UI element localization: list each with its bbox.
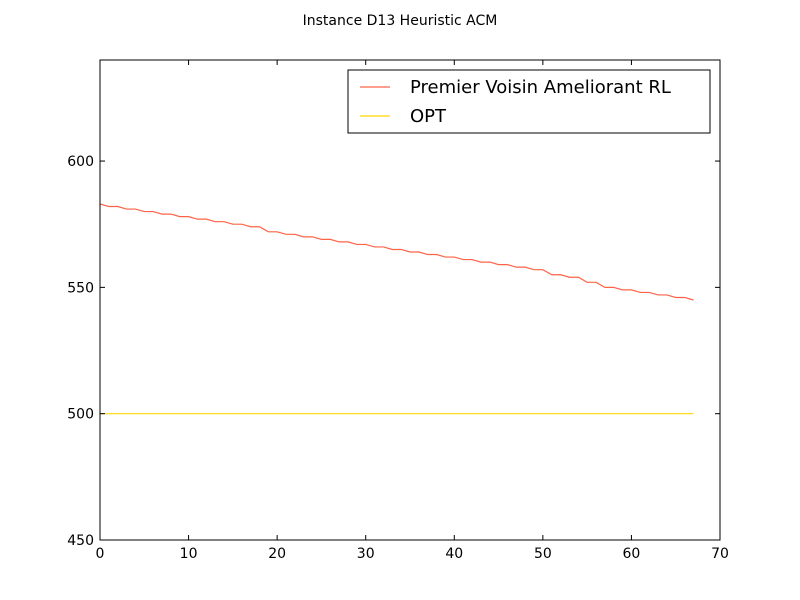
- plot-frame: [99, 59, 721, 541]
- x-tick-label: 0: [96, 546, 105, 562]
- tick-layer: 0 10 20 30 40 50 60 70 450 500 550 600: [67, 60, 729, 562]
- x-tick-label: 50: [534, 546, 552, 562]
- series-line-premier-voisin-ameliorant-rl: [99, 203, 694, 301]
- x-tick-label: 20: [268, 546, 286, 562]
- x-tick-label: 10: [180, 546, 198, 562]
- y-tick-label: 450: [67, 533, 94, 549]
- x-tick-label: 40: [445, 546, 463, 562]
- legend: Premier Voisin Ameliorant RL OPT: [347, 69, 711, 134]
- x-tick-label: 60: [623, 546, 641, 562]
- chart-title: Instance D13 Heuristic ACM: [303, 13, 498, 29]
- x-tick-label: 30: [357, 546, 375, 562]
- series-layer: [99, 203, 694, 415]
- legend-label-premier-voisin: Premier Voisin Ameliorant RL: [410, 77, 671, 98]
- y-tick-label: 550: [67, 280, 94, 296]
- legend-box: [347, 69, 711, 134]
- x-tick-label: 70: [711, 546, 729, 562]
- y-tick-label: 600: [67, 154, 94, 170]
- y-tick-label: 500: [67, 407, 94, 423]
- legend-label-opt: OPT: [410, 106, 447, 127]
